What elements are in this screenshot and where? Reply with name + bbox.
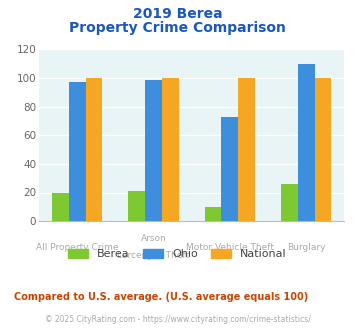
Bar <box>162 78 179 221</box>
Bar <box>222 117 238 221</box>
Bar <box>315 78 331 221</box>
Text: Compared to U.S. average. (U.S. average equals 100): Compared to U.S. average. (U.S. average … <box>14 292 308 302</box>
Text: Property Crime Comparison: Property Crime Comparison <box>69 21 286 35</box>
Bar <box>52 192 69 221</box>
Bar <box>86 78 102 221</box>
Text: © 2025 CityRating.com - https://www.cityrating.com/crime-statistics/: © 2025 CityRating.com - https://www.city… <box>45 315 310 324</box>
Text: 2019 Berea: 2019 Berea <box>133 7 222 20</box>
Bar <box>69 82 86 221</box>
Bar <box>205 207 222 221</box>
Text: All Property Crime: All Property Crime <box>36 243 119 251</box>
Text: Motor Vehicle Theft: Motor Vehicle Theft <box>186 243 274 251</box>
Text: Larceny & Theft: Larceny & Theft <box>118 251 190 260</box>
Text: Arson: Arson <box>141 234 166 243</box>
Text: Burglary: Burglary <box>287 243 326 251</box>
Bar <box>129 191 145 221</box>
Legend: Berea, Ohio, National: Berea, Ohio, National <box>64 244 291 263</box>
Bar <box>145 80 162 221</box>
Bar <box>281 184 298 221</box>
Bar <box>238 78 255 221</box>
Bar <box>298 64 315 221</box>
